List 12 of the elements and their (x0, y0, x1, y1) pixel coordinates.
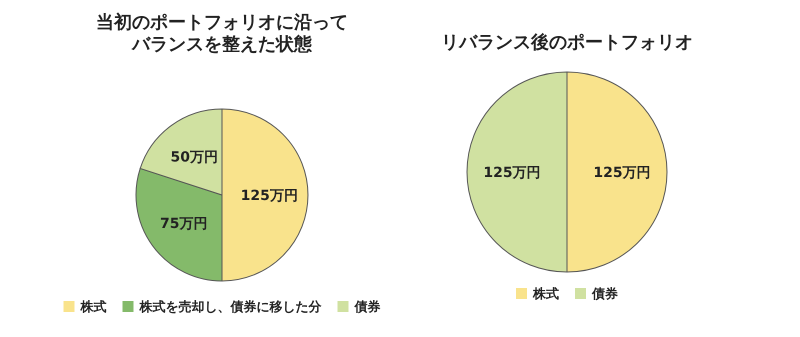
chart-title: 当初のポートフォリオに沿ってバランスを整えた状態 (96, 12, 348, 55)
data-label: 125万円 (240, 188, 298, 204)
data-label: 125万円 (483, 165, 541, 181)
legend-label: 債券 (354, 300, 380, 315)
data-label: 75万円 (160, 216, 208, 232)
chart-title: リバランス後のポートフォリオ (441, 32, 693, 53)
legend-label: 株式を売却し、債券に移した分 (138, 299, 322, 315)
legend-label: 債券 (591, 287, 618, 302)
legend-label: 株式 (80, 299, 106, 315)
data-label: 50万円 (170, 150, 218, 166)
data-label: 125万円 (593, 165, 651, 181)
legend-label: 株式 (532, 286, 559, 302)
